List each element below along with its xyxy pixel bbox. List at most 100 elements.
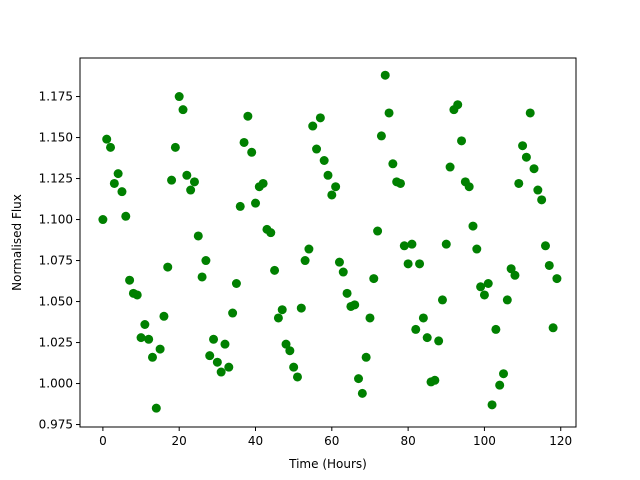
data-point [125,275,135,285]
data-point [163,262,173,272]
data-point [338,267,348,277]
data-point [144,334,154,344]
data-point [434,336,444,346]
data-point [155,344,165,354]
data-point [216,367,226,377]
data-point [540,241,550,251]
plot-frame [79,57,577,428]
data-point [243,111,253,121]
data-point [342,288,352,298]
data-point [441,239,451,249]
data-point [209,334,219,344]
data-point [506,264,516,274]
data-point [376,131,386,141]
data-point [384,108,394,118]
data-point [231,279,241,288]
y-axis-label: Normalised Flux [10,194,24,291]
data-point [422,333,432,343]
data-point [518,141,528,151]
data-point [552,274,562,284]
y-axis-ticks: 0.975 1.000 1.025 1.050 1.075 1.100 1.125 1.150… [39,90,80,432]
data-point [224,362,234,372]
data-point [117,187,127,197]
data-point [457,136,467,146]
data-point [159,311,169,321]
data-point [411,324,421,334]
data-point [502,295,512,305]
data-point [189,177,199,187]
x-tick-label: 0 [99,434,107,448]
data-point [167,175,177,185]
data-point [365,313,375,323]
data-point [544,260,554,270]
data-point [308,121,318,131]
x-tick-label: 120 [549,434,572,448]
data-point [289,362,299,372]
data-point [529,164,539,174]
x-tick-label: 60 [324,434,339,448]
data-point [312,144,322,154]
data-point [285,346,295,356]
data-point [483,279,493,288]
data-point [136,333,146,343]
data-point [514,178,524,188]
data-point [201,256,211,266]
data-point [350,300,360,310]
x-axis-ticks: 0 20 40 60 80 100 120 [99,427,572,448]
data-point [205,351,215,361]
data-point [300,256,310,266]
data-point [228,308,238,318]
data-point [273,313,283,323]
data-point [193,231,203,241]
y-tick-label: 1.025 [39,336,73,350]
data-point [357,388,367,398]
x-axis-label: Time (Hours) [288,457,367,471]
data-point [399,241,409,251]
y-tick-label: 1.125 [39,172,73,186]
data-point [445,162,455,172]
y-tick-label: 0.975 [39,418,73,432]
y-tick-label: 1.175 [39,90,73,104]
data-point [304,244,314,254]
data-point [266,228,276,238]
y-tick-label: 1.075 [39,254,73,268]
data-point [251,198,261,208]
data-point [487,400,497,410]
data-point [499,369,509,379]
data-point [140,320,150,329]
data-point [437,295,447,305]
data-point [270,265,280,275]
data-point [247,147,257,157]
y-tick-label: 1.150 [39,131,73,145]
data-point [464,182,474,192]
y-tick-label: 1.100 [39,213,73,227]
data-point [453,100,463,110]
data-point [186,185,196,195]
y-tick-label: 1.050 [39,295,73,309]
data-point [220,339,230,349]
data-point [479,290,489,300]
data-point [369,274,379,284]
data-point [197,272,207,282]
data-point [281,339,291,349]
data-point [418,313,428,323]
data-point [113,169,123,179]
data-point [548,323,558,333]
data-point [182,170,192,180]
data-point [178,105,188,115]
data-point [212,357,222,367]
data-point [537,195,547,205]
data-point [388,159,398,169]
data-point [472,244,482,254]
data-point [109,178,119,188]
data-point [533,185,543,195]
data-point [373,226,383,236]
data-point [395,178,405,188]
data-point [296,303,306,313]
data-point [132,290,142,300]
data-point [468,221,478,231]
data-point [239,137,249,147]
data-point [354,374,364,384]
data-point [292,372,302,382]
